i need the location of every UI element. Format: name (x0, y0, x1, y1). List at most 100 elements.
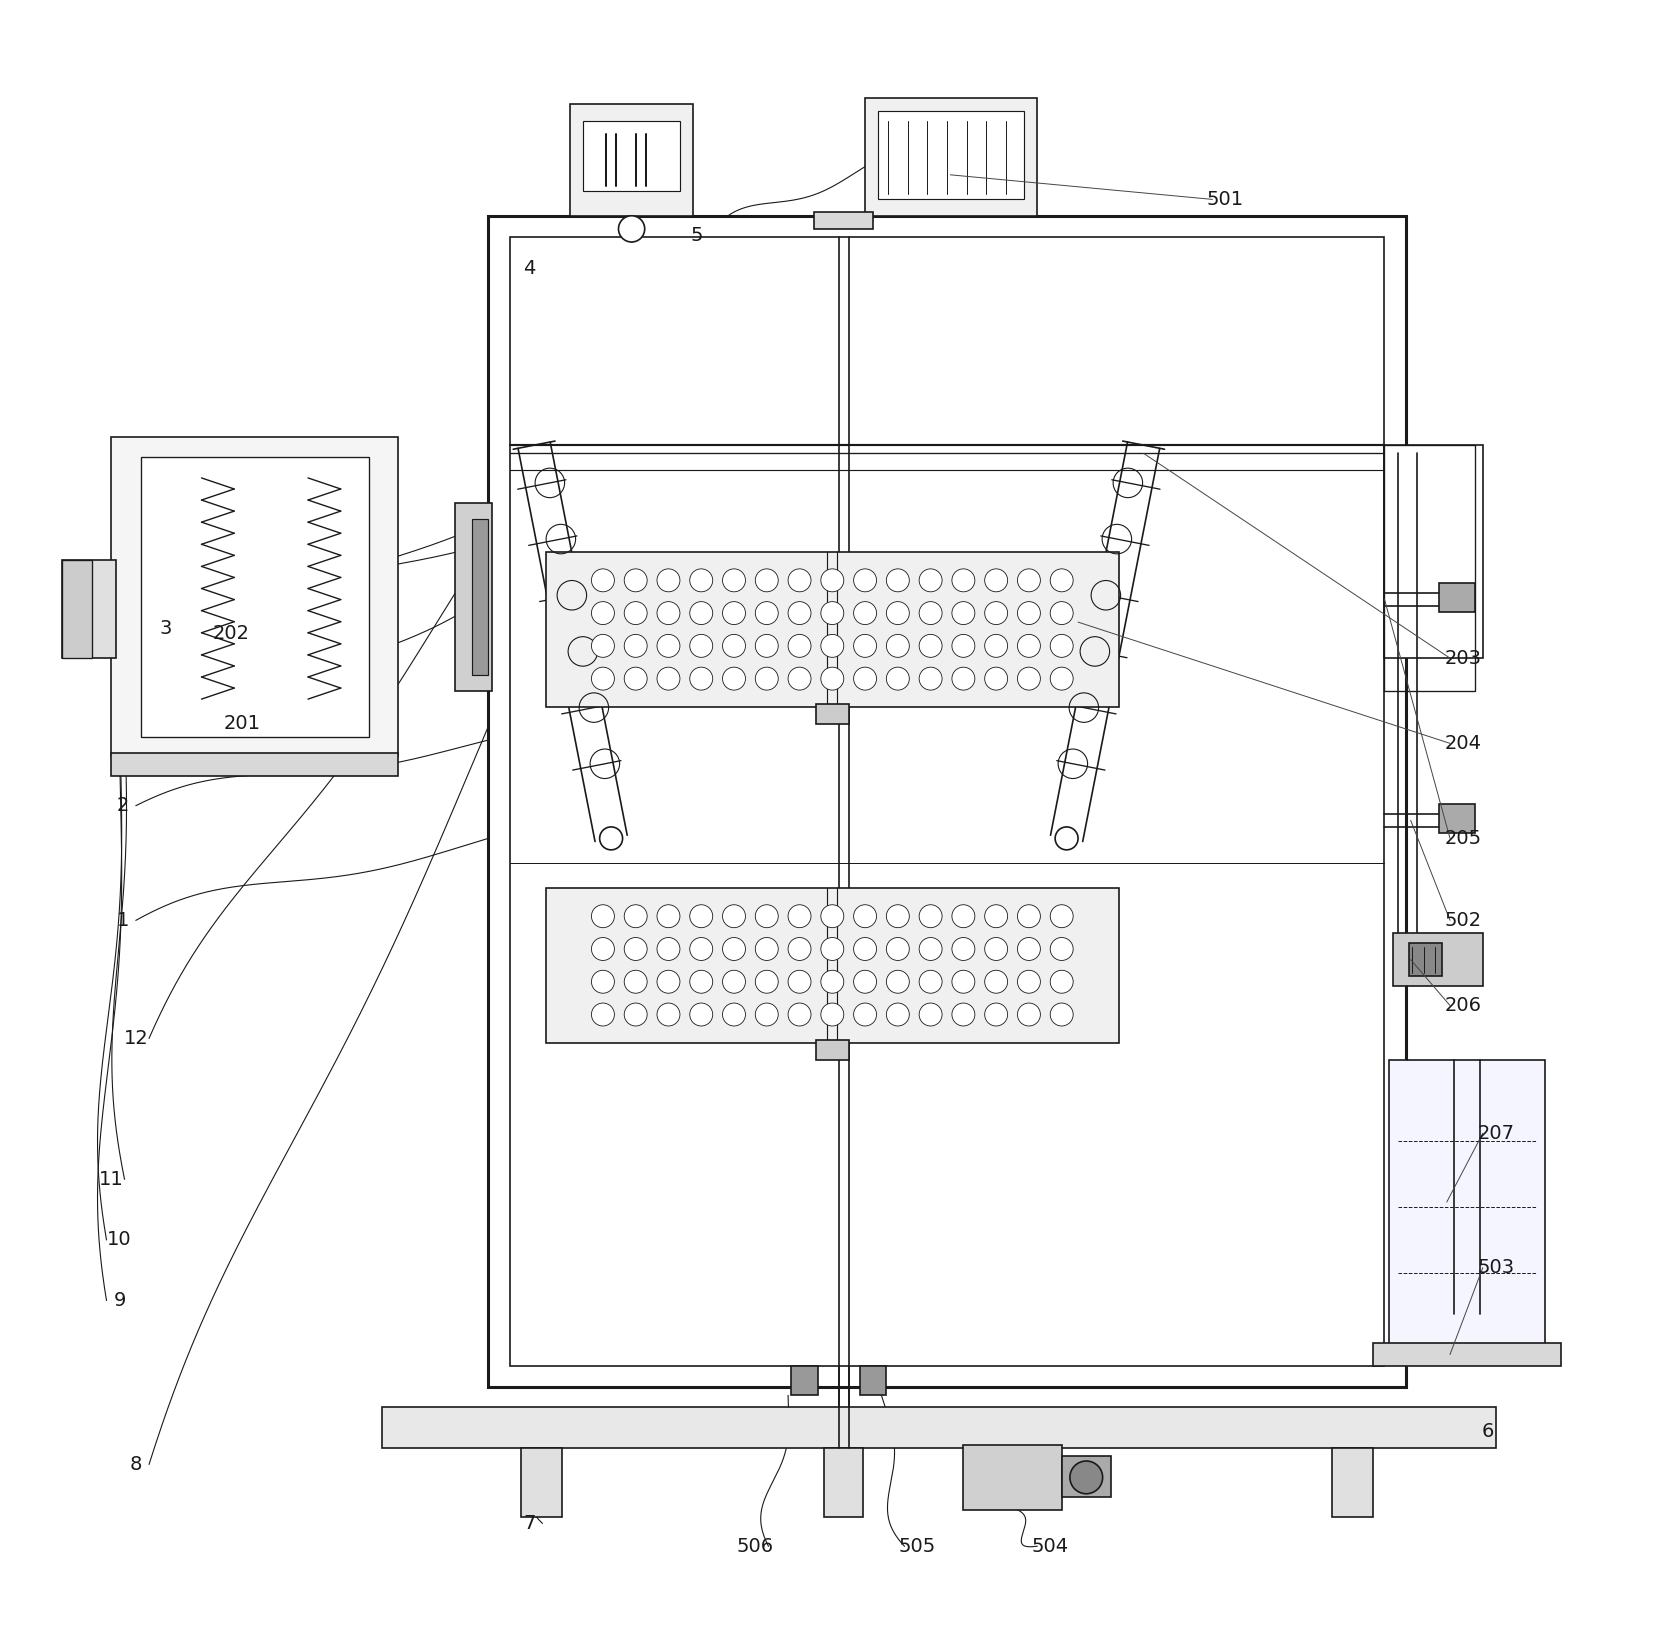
Circle shape (1050, 904, 1072, 927)
Circle shape (722, 970, 744, 993)
Bar (1408, 944, 1441, 977)
Bar (111, 437, 398, 756)
Circle shape (657, 602, 679, 625)
Bar (1384, 446, 1473, 690)
Circle shape (623, 904, 647, 927)
Circle shape (1016, 602, 1040, 625)
Circle shape (1068, 1462, 1102, 1494)
Text: 207: 207 (1477, 1124, 1514, 1143)
Circle shape (623, 569, 647, 592)
Circle shape (919, 667, 941, 690)
Circle shape (1055, 827, 1077, 850)
Circle shape (1050, 1003, 1072, 1026)
Circle shape (984, 667, 1006, 690)
Circle shape (722, 635, 744, 658)
Circle shape (820, 602, 843, 625)
Circle shape (788, 1003, 810, 1026)
Circle shape (984, 569, 1006, 592)
Text: 5: 5 (690, 225, 702, 245)
Bar (509, 237, 1384, 1366)
Bar (1438, 804, 1473, 834)
Circle shape (754, 667, 778, 690)
Bar (813, 212, 872, 229)
Circle shape (788, 569, 810, 592)
Text: 506: 506 (736, 1537, 773, 1555)
Circle shape (623, 1003, 647, 1026)
Text: 502: 502 (1443, 911, 1480, 931)
Circle shape (591, 667, 613, 690)
Circle shape (591, 937, 613, 960)
Circle shape (1016, 635, 1040, 658)
Text: 202: 202 (212, 625, 249, 643)
Bar (1384, 446, 1482, 658)
Circle shape (984, 904, 1006, 927)
Circle shape (689, 1003, 712, 1026)
Circle shape (591, 904, 613, 927)
Text: 2: 2 (116, 796, 129, 815)
Circle shape (591, 1003, 613, 1026)
Circle shape (788, 602, 810, 625)
Bar (963, 1445, 1062, 1511)
Circle shape (788, 904, 810, 927)
Circle shape (885, 937, 909, 960)
Circle shape (951, 970, 974, 993)
Circle shape (951, 602, 974, 625)
Text: 504: 504 (1032, 1537, 1068, 1555)
Circle shape (689, 667, 712, 690)
Circle shape (788, 635, 810, 658)
Bar (62, 561, 116, 658)
Bar (1331, 1448, 1373, 1517)
Circle shape (722, 569, 744, 592)
Circle shape (1016, 569, 1040, 592)
Circle shape (885, 569, 909, 592)
Text: 201: 201 (223, 713, 260, 733)
Text: 10: 10 (108, 1230, 131, 1249)
Bar (823, 1448, 864, 1517)
Circle shape (820, 569, 843, 592)
Circle shape (689, 569, 712, 592)
Text: 204: 204 (1443, 733, 1480, 753)
Circle shape (820, 904, 843, 927)
Circle shape (754, 970, 778, 993)
Circle shape (722, 1003, 744, 1026)
Circle shape (885, 635, 909, 658)
Text: 9: 9 (113, 1291, 126, 1310)
Circle shape (1016, 937, 1040, 960)
Circle shape (722, 602, 744, 625)
Circle shape (820, 970, 843, 993)
Circle shape (919, 1003, 941, 1026)
Circle shape (754, 1003, 778, 1026)
Circle shape (885, 667, 909, 690)
Circle shape (951, 937, 974, 960)
Bar (815, 704, 848, 723)
Circle shape (919, 937, 941, 960)
Text: 1: 1 (116, 911, 129, 931)
Circle shape (984, 1003, 1006, 1026)
Circle shape (788, 937, 810, 960)
Circle shape (919, 602, 941, 625)
Bar (570, 104, 692, 215)
Circle shape (853, 937, 875, 960)
Circle shape (754, 937, 778, 960)
Circle shape (951, 904, 974, 927)
Circle shape (853, 667, 875, 690)
Circle shape (788, 667, 810, 690)
Bar (111, 753, 398, 776)
Circle shape (722, 667, 744, 690)
Circle shape (618, 215, 645, 242)
Circle shape (820, 1003, 843, 1026)
Text: 205: 205 (1443, 829, 1480, 848)
Circle shape (919, 569, 941, 592)
Circle shape (1050, 569, 1072, 592)
Circle shape (951, 667, 974, 690)
Text: 501: 501 (1206, 191, 1243, 209)
Circle shape (1016, 970, 1040, 993)
Bar (381, 1407, 1495, 1448)
Bar (546, 888, 1119, 1044)
Circle shape (820, 937, 843, 960)
Circle shape (657, 1003, 679, 1026)
Circle shape (919, 904, 941, 927)
Circle shape (820, 635, 843, 658)
Bar (1389, 1060, 1544, 1346)
Bar (1438, 582, 1473, 612)
